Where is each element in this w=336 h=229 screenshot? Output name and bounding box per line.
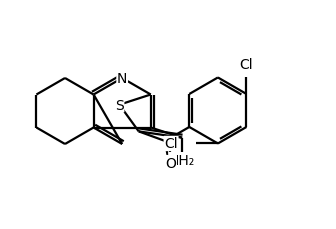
Text: NH₂: NH₂ (169, 153, 195, 167)
Text: Cl: Cl (240, 58, 253, 72)
Text: O: O (165, 156, 176, 170)
Text: Cl: Cl (164, 137, 178, 151)
Text: S: S (115, 98, 124, 112)
Text: N: N (117, 72, 127, 86)
